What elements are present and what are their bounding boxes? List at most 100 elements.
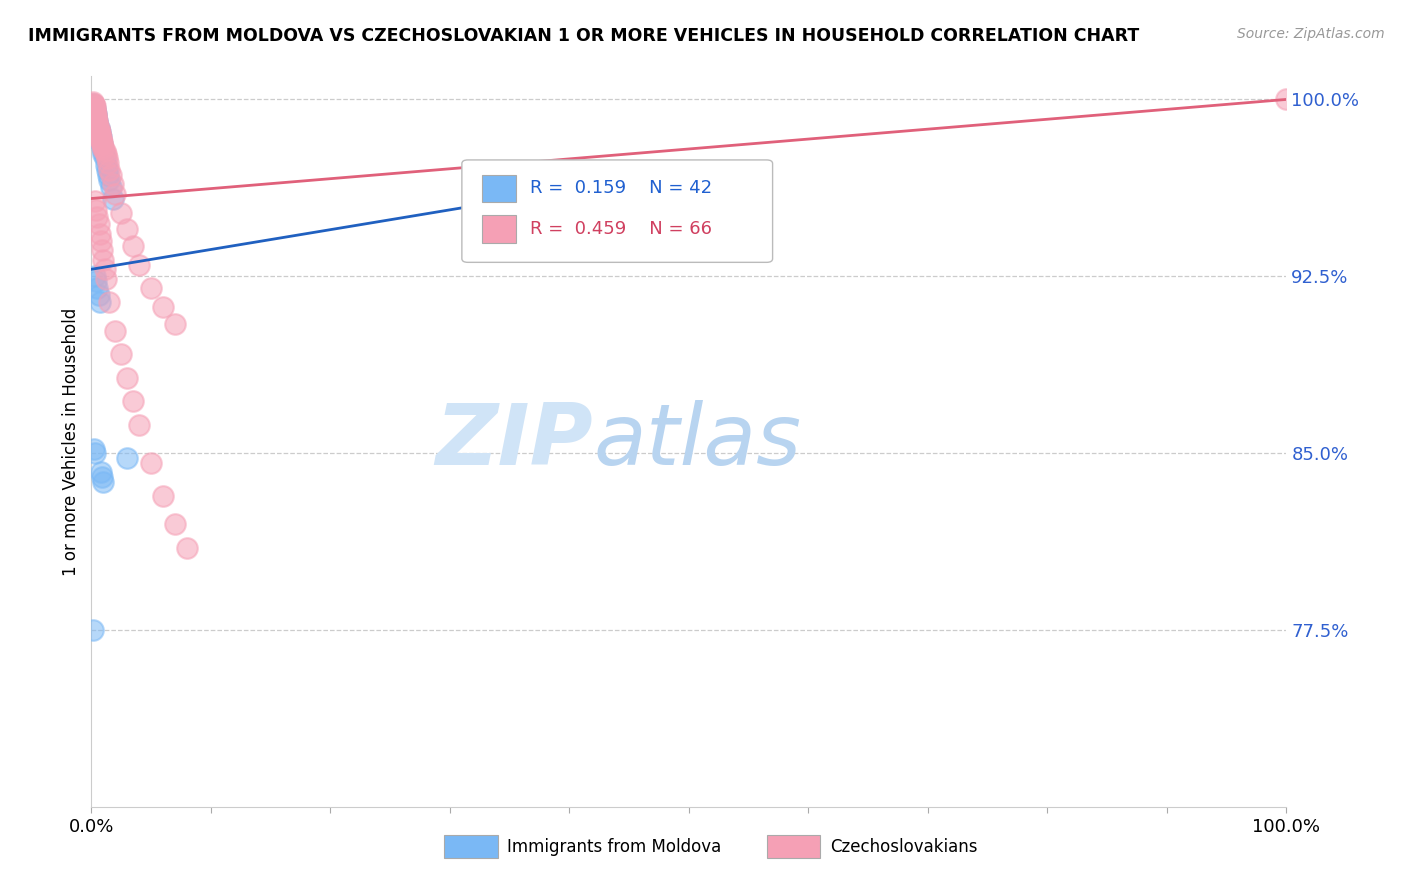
Point <box>93 145 114 159</box>
Text: R =  0.159    N = 42: R = 0.159 N = 42 <box>530 179 711 197</box>
Point <box>83 99 105 113</box>
Point <box>87 125 110 139</box>
Point <box>82 624 104 638</box>
Point <box>91 137 114 152</box>
Point <box>84 112 107 126</box>
Point <box>91 139 114 153</box>
Point <box>100 179 122 194</box>
Bar <box>444 835 498 858</box>
Point <box>86 113 108 128</box>
Point <box>90 130 112 145</box>
Point <box>98 163 121 178</box>
Point <box>86 116 108 130</box>
Point <box>93 139 114 153</box>
Point <box>89 128 111 142</box>
Point <box>110 205 132 219</box>
Point <box>84 104 107 119</box>
Point <box>84 99 107 113</box>
Point <box>84 113 107 128</box>
Point <box>93 252 114 267</box>
Point <box>84 203 107 218</box>
Point <box>93 142 114 156</box>
Point <box>91 470 114 484</box>
Point <box>91 137 114 152</box>
Point <box>84 102 107 116</box>
Point <box>141 281 162 295</box>
Point <box>128 258 150 272</box>
Point <box>83 104 105 119</box>
Point <box>86 119 108 133</box>
Bar <box>482 175 516 202</box>
Point <box>115 451 138 466</box>
Point <box>93 475 114 489</box>
Point <box>83 102 105 116</box>
Point <box>82 97 104 112</box>
Point <box>89 227 111 241</box>
Point <box>93 152 115 166</box>
Point <box>94 271 117 285</box>
Text: atlas: atlas <box>593 400 801 483</box>
Point <box>101 192 124 206</box>
Point <box>89 295 111 310</box>
FancyBboxPatch shape <box>461 160 773 262</box>
Point <box>87 120 110 135</box>
Point <box>98 172 121 186</box>
Point <box>83 102 105 116</box>
Point <box>87 218 110 232</box>
Point <box>115 371 138 385</box>
Point <box>163 517 186 532</box>
Point <box>90 132 112 146</box>
Point <box>89 128 111 142</box>
Point <box>89 125 111 139</box>
Point <box>83 99 105 113</box>
Point <box>84 104 107 119</box>
Point <box>83 97 105 112</box>
Point <box>84 274 107 288</box>
Point <box>152 300 174 314</box>
Point <box>84 109 107 123</box>
Point <box>83 442 105 456</box>
Point <box>176 541 198 555</box>
Point <box>141 456 162 470</box>
Point <box>86 113 108 128</box>
Point <box>84 112 107 126</box>
Bar <box>766 835 820 858</box>
Point <box>96 152 118 166</box>
Point <box>89 125 111 139</box>
Point <box>82 97 104 112</box>
Point <box>90 130 112 145</box>
Point <box>128 417 150 432</box>
Point <box>94 159 117 173</box>
Point <box>115 222 138 236</box>
Point <box>87 120 110 135</box>
Point <box>86 211 108 225</box>
Point <box>87 288 110 302</box>
Point <box>122 394 145 409</box>
Point <box>93 145 115 159</box>
Text: Czechoslovakians: Czechoslovakians <box>830 838 977 855</box>
Point <box>84 106 107 120</box>
Point <box>98 295 121 310</box>
Point <box>87 123 110 137</box>
Point <box>84 194 107 208</box>
Point <box>163 317 186 331</box>
Point <box>96 163 118 178</box>
Point <box>110 347 132 361</box>
Point <box>84 446 107 460</box>
Point <box>87 123 110 137</box>
Point <box>84 109 107 123</box>
Point <box>1275 92 1298 106</box>
Point <box>86 116 108 130</box>
Point <box>97 156 120 170</box>
Point <box>104 324 127 338</box>
Point <box>84 106 107 120</box>
Point <box>82 95 104 109</box>
Point <box>97 168 120 182</box>
Point <box>100 168 122 182</box>
Text: Source: ZipAtlas.com: Source: ZipAtlas.com <box>1237 27 1385 41</box>
Point <box>86 119 108 133</box>
Point <box>91 135 114 149</box>
Point <box>93 262 115 277</box>
Point <box>90 234 112 248</box>
Point <box>91 244 114 258</box>
